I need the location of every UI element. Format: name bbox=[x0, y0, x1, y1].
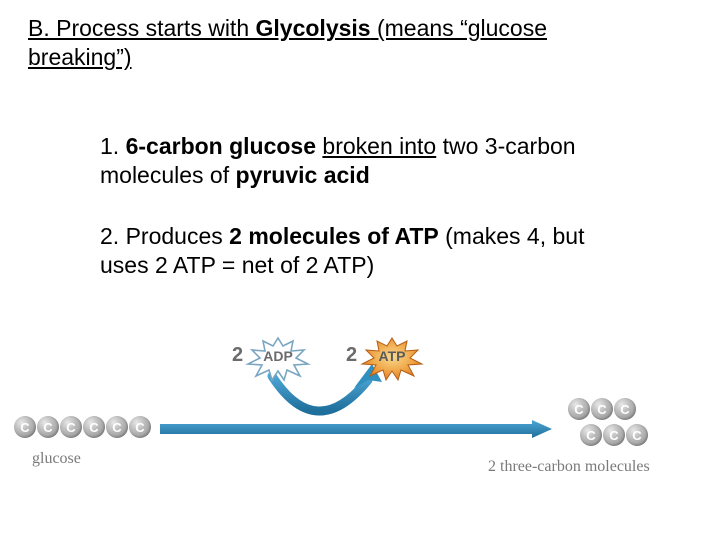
item-2: 2. Produces 2 molecules of ATP (makes 4,… bbox=[100, 222, 620, 281]
carbon-atom-icon: C bbox=[614, 398, 636, 420]
carbon-atom-icon: C bbox=[580, 424, 602, 446]
item1-prefix: 1. bbox=[100, 133, 126, 159]
heading: B. Process starts with Glycolysis (means… bbox=[28, 14, 668, 73]
label-glucose: glucose bbox=[32, 450, 81, 468]
glycolysis-diagram: CCCCCC glucose 2 bbox=[0, 320, 720, 520]
item1-bold2: pyruvic acid bbox=[236, 162, 370, 188]
product-chain-2: CCC bbox=[580, 424, 648, 446]
carbon-atom-icon: C bbox=[83, 416, 105, 438]
atp-count: 2 bbox=[346, 344, 357, 367]
item-1: 1. 6-carbon glucose broken into two 3-ca… bbox=[100, 132, 620, 191]
carbon-atom-icon: C bbox=[37, 416, 59, 438]
carbon-atom-icon: C bbox=[106, 416, 128, 438]
heading-prefix: B. Process starts with bbox=[28, 15, 256, 41]
atp-starburst-icon: ATP bbox=[362, 338, 422, 380]
carbon-atom-icon: C bbox=[14, 416, 36, 438]
carbon-atom-icon: C bbox=[603, 424, 625, 446]
carbon-atom-icon: C bbox=[60, 416, 82, 438]
atp-label: ATP bbox=[362, 348, 422, 364]
carbon-atom-icon: C bbox=[568, 398, 590, 420]
glucose-chain: CCCCCC bbox=[14, 416, 151, 438]
heading-line2: breaking”) bbox=[28, 44, 132, 70]
heading-mid: (means “glucose bbox=[371, 15, 547, 41]
item1-under: broken into bbox=[322, 133, 436, 159]
carbon-atom-icon: C bbox=[591, 398, 613, 420]
product-chain-1: CCC bbox=[568, 398, 636, 420]
carbon-atom-icon: C bbox=[626, 424, 648, 446]
item2-bold: 2 molecules of ATP bbox=[229, 223, 439, 249]
adp-label: ADP bbox=[248, 348, 308, 364]
adp-starburst-icon: ADP bbox=[248, 338, 308, 380]
item2-prefix: 2. Produces bbox=[100, 223, 229, 249]
label-products: 2 three-carbon molecules bbox=[488, 458, 650, 476]
item1-bold1: 6-carbon glucose bbox=[126, 133, 316, 159]
adp-count: 2 bbox=[232, 344, 243, 367]
heading-glycolysis: Glycolysis bbox=[256, 15, 371, 41]
carbon-atom-icon: C bbox=[129, 416, 151, 438]
